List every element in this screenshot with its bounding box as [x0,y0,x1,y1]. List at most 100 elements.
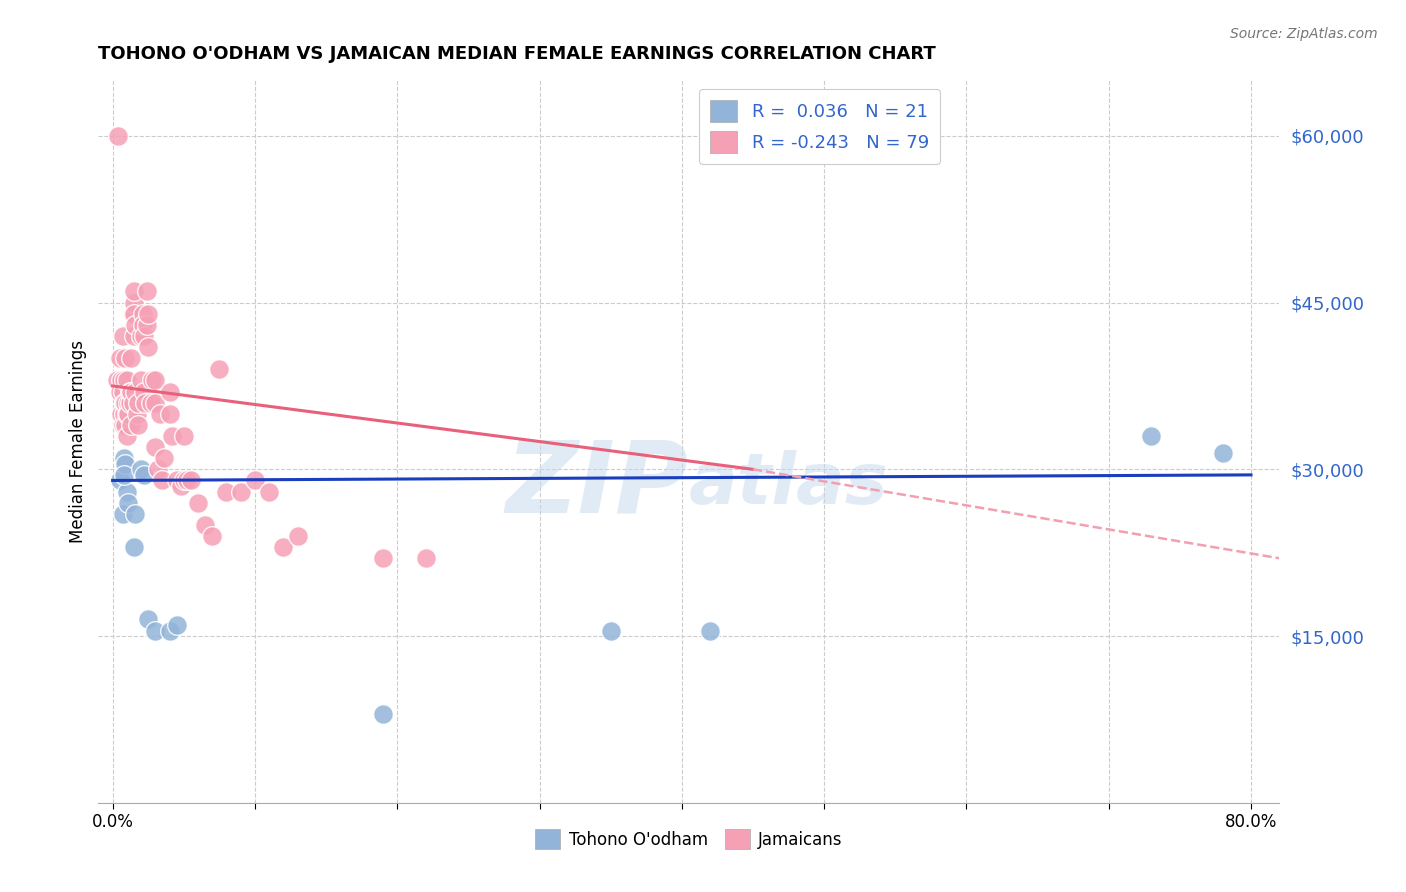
Point [215,484,238,499]
Point [105,373,128,387]
Point [115,373,138,387]
Point [131,307,153,321]
Point [139,395,162,409]
Point [124,318,146,332]
Point [124,384,146,399]
Point [125,407,148,421]
Point [143,395,166,409]
Point [371,551,394,566]
Point [173,429,195,443]
Point [108,474,131,488]
Point [194,517,217,532]
Point [114,457,136,471]
Point [170,479,193,493]
Point [273,540,295,554]
Point [127,395,149,409]
Point [1212,445,1234,459]
Point [141,373,163,387]
Point [243,474,266,488]
Point [121,395,143,409]
Text: atlas: atlas [689,450,889,519]
Point [120,384,142,399]
Point [114,395,136,409]
Point [110,373,132,387]
Text: Source: ZipAtlas.com: Source: ZipAtlas.com [1230,27,1378,41]
Point [599,624,621,638]
Point [120,417,142,432]
Point [208,362,231,376]
Point [111,329,134,343]
Point [118,384,141,399]
Point [136,612,159,626]
Point [187,496,209,510]
Point [162,429,184,443]
Point [122,307,145,321]
Point [132,329,155,343]
Point [115,407,138,421]
Point [135,285,157,299]
Point [135,318,157,332]
Point [108,351,131,366]
Point [122,540,145,554]
Point [143,624,166,638]
Point [143,440,166,454]
Point [111,417,134,432]
Point [371,706,394,721]
Point [159,407,181,421]
Point [117,496,139,510]
Point [229,484,252,499]
Point [107,128,129,143]
Point [173,474,195,488]
Point [180,474,202,488]
Point [115,484,138,499]
Point [120,351,142,366]
Point [112,373,135,387]
Point [159,624,181,638]
Point [112,407,135,421]
Point [129,462,152,476]
Point [108,384,131,399]
Point [159,384,181,399]
Point [121,307,143,321]
Point [415,551,437,566]
Text: TOHONO O'ODHAM VS JAMAICAN MEDIAN FEMALE EARNINGS CORRELATION CHART: TOHONO O'ODHAM VS JAMAICAN MEDIAN FEMALE… [98,45,936,63]
Point [114,351,136,366]
Point [149,407,172,421]
Point [143,373,166,387]
Point [112,451,135,466]
Point [136,307,159,321]
Point [122,285,145,299]
Point [148,462,170,476]
Point [117,407,139,421]
Point [112,467,135,482]
Point [115,429,138,443]
Legend: Tohono O'odham, Jamaicans: Tohono O'odham, Jamaicans [529,822,849,856]
Point [166,474,188,488]
Text: ZIP: ZIP [506,436,689,533]
Point [127,417,149,432]
Point [111,507,134,521]
Point [129,329,152,343]
Point [176,474,198,488]
Point [166,618,188,632]
Point [287,529,309,543]
Point [132,384,155,399]
Point [122,295,145,310]
Point [124,507,146,521]
Point [110,407,132,421]
Point [120,407,142,421]
Point [118,395,141,409]
Point [131,318,153,332]
Point [111,384,134,399]
Point [1140,429,1163,443]
Point [117,395,139,409]
Point [112,395,135,409]
Point [134,395,156,409]
Point [114,417,136,432]
Point [699,624,721,638]
Point [201,529,224,543]
Y-axis label: Median Female Earnings: Median Female Earnings [69,340,87,543]
Point [257,484,280,499]
Point [136,340,159,354]
Point [153,451,176,466]
